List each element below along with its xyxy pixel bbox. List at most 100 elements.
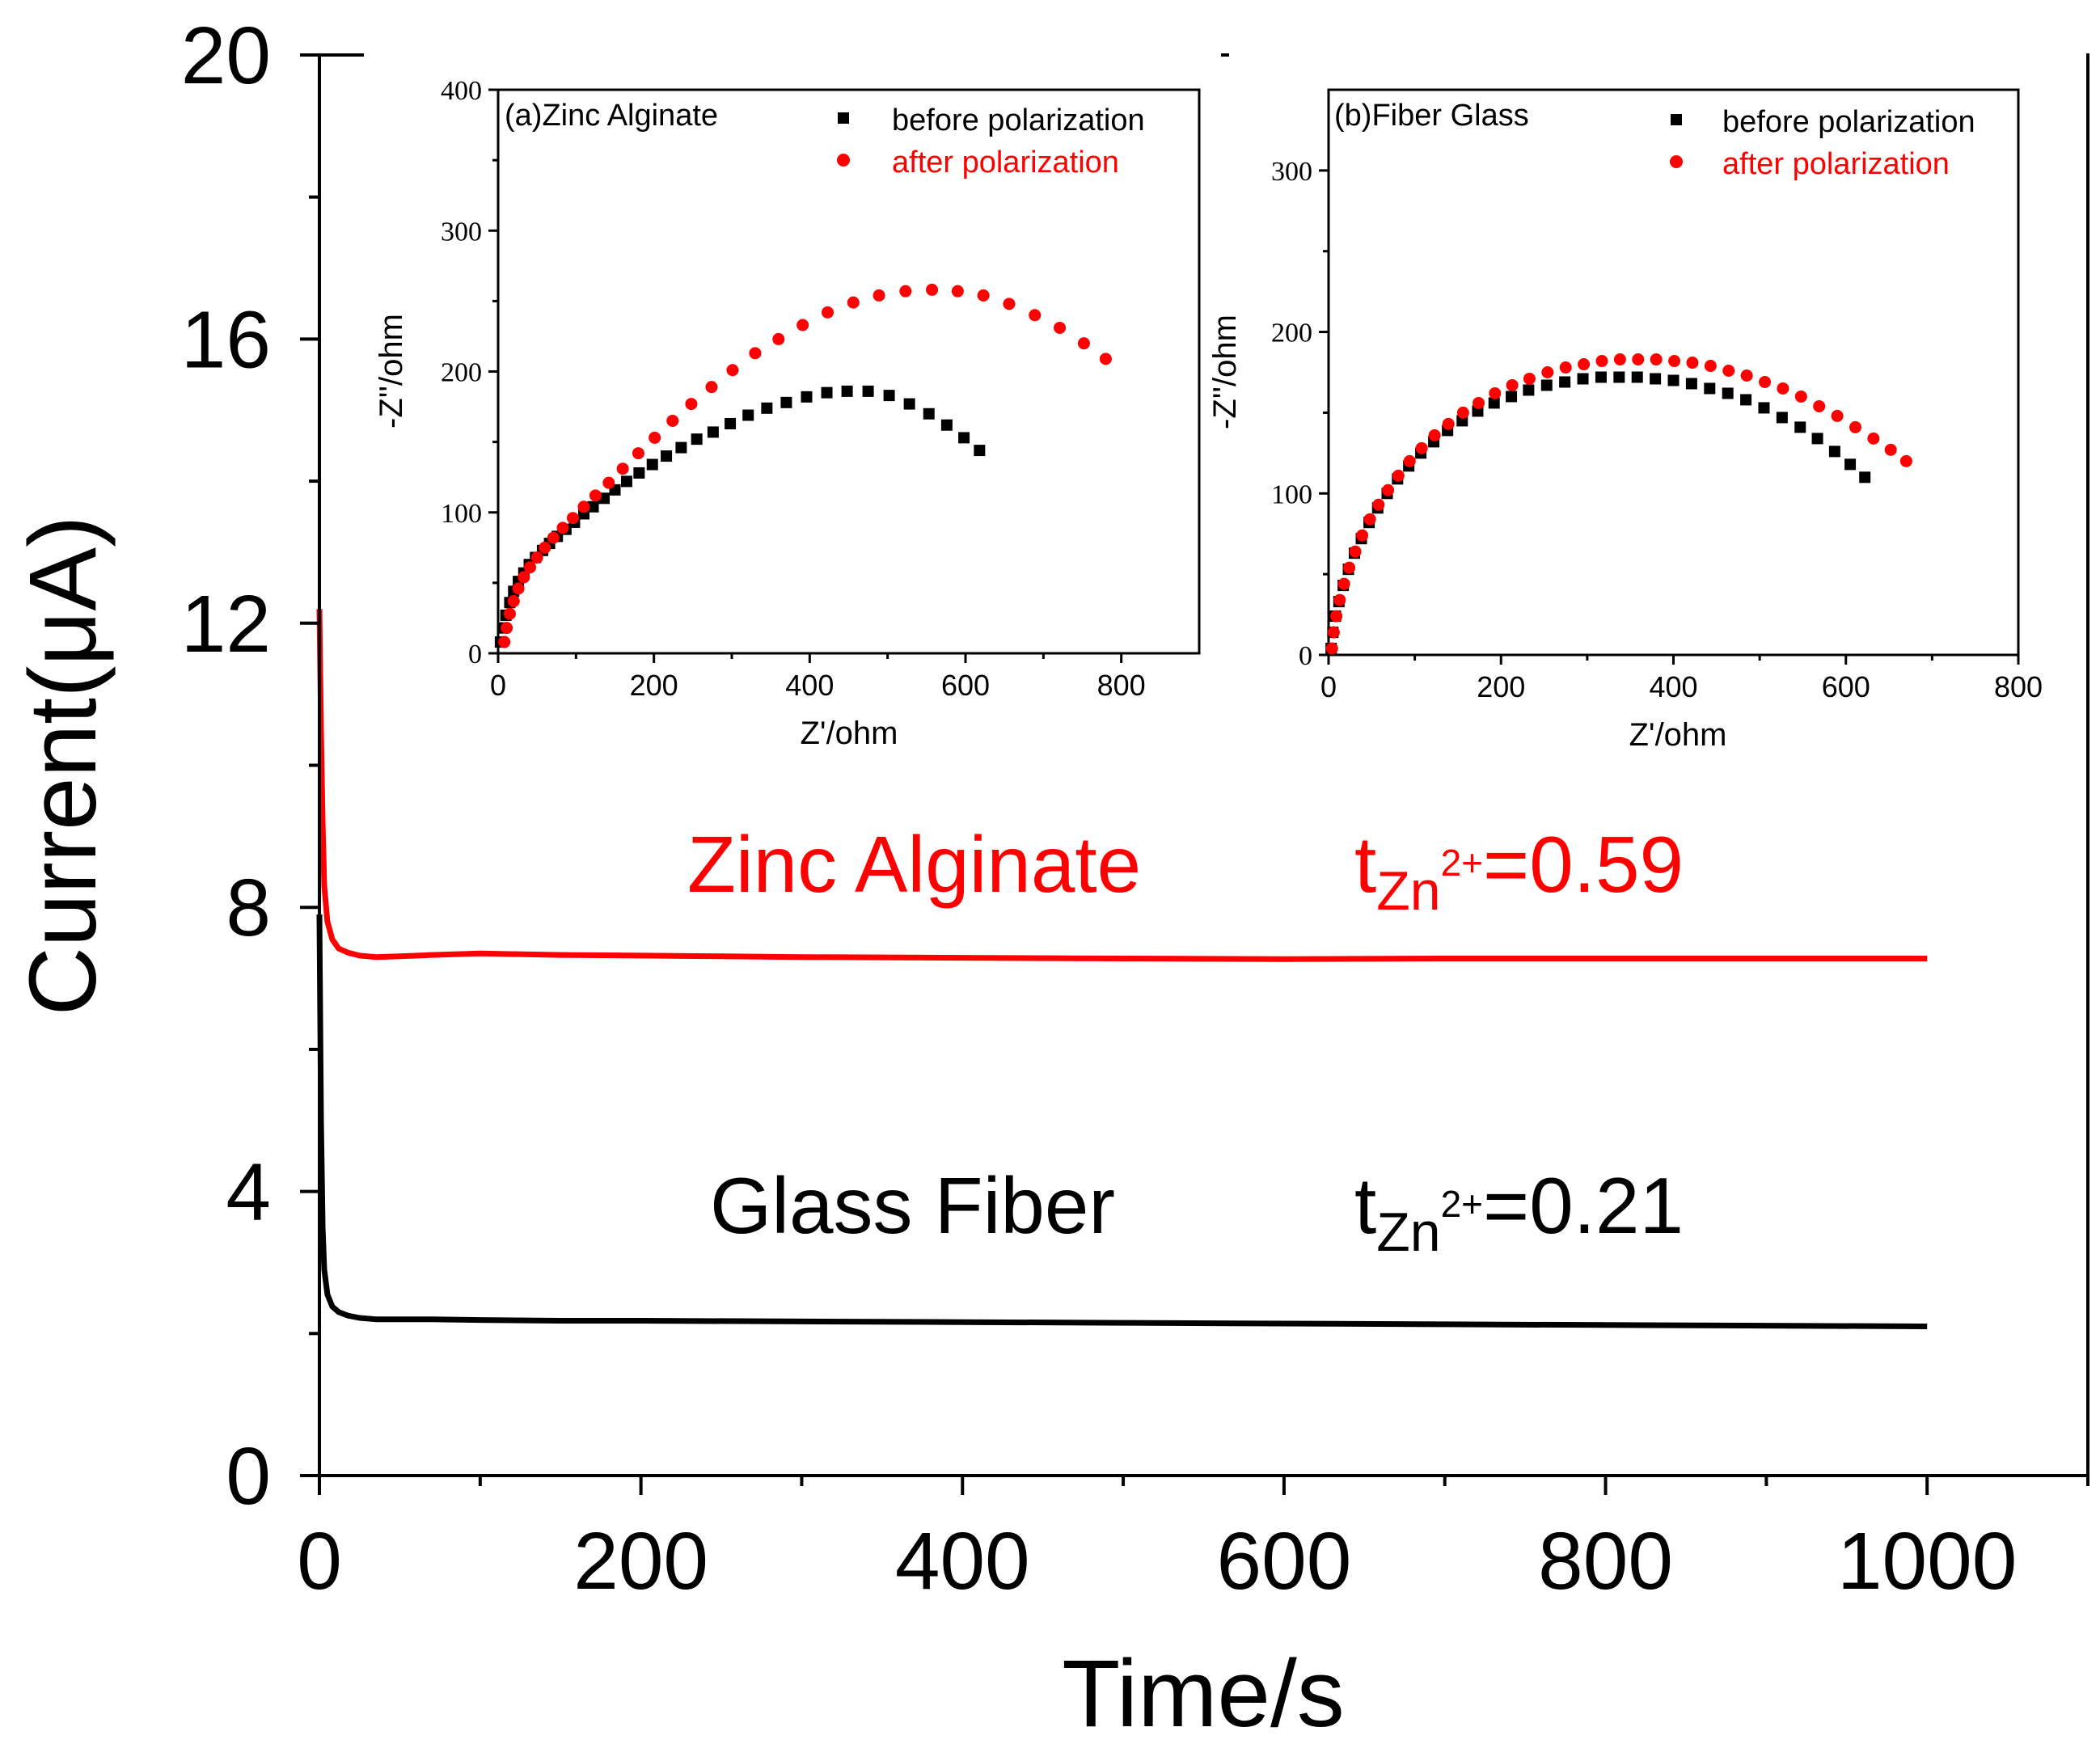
data-point-before-polarization bbox=[1540, 379, 1553, 391]
data-point-after-polarization bbox=[1428, 429, 1441, 441]
inset-y-tick-label: 200 bbox=[1271, 319, 1312, 348]
data-point-after-polarization bbox=[1099, 353, 1112, 365]
main-y-ticks: 0 4 8 12 16 20 bbox=[181, 11, 319, 1522]
data-point-after-polarization bbox=[749, 347, 762, 360]
data-point-before-polarization bbox=[1811, 433, 1823, 445]
series-line-glass-fiber bbox=[316, 914, 1928, 1329]
data-point-before-polarization bbox=[1859, 471, 1871, 484]
data-point-after-polarization bbox=[1330, 610, 1343, 623]
data-point-after-polarization bbox=[899, 285, 912, 298]
inset-y-tick-label: 0 bbox=[468, 640, 482, 669]
inset-y-tick-label: 0 bbox=[1299, 641, 1312, 671]
data-point-after-polarization bbox=[1759, 375, 1772, 388]
data-point-after-polarization bbox=[772, 332, 785, 345]
data-point-before-polarization bbox=[1776, 412, 1788, 424]
data-point-after-polarization bbox=[796, 319, 809, 331]
data-point-before-polarization bbox=[1758, 402, 1770, 414]
data-point-after-polarization bbox=[1003, 298, 1016, 310]
data-point-after-polarization bbox=[685, 398, 698, 411]
data-point-before-polarization bbox=[1650, 373, 1662, 385]
data-point-after-polarization bbox=[523, 561, 536, 574]
data-point-after-polarization bbox=[507, 595, 520, 608]
data-point-after-polarization bbox=[1632, 353, 1645, 366]
inset-y-tick-label: 400 bbox=[441, 76, 482, 106]
t-superscript-charge: 2+ bbox=[1441, 842, 1483, 884]
data-point-after-polarization bbox=[1442, 417, 1455, 430]
data-point-after-polarization bbox=[1867, 432, 1880, 445]
t-symbol: t bbox=[1354, 1161, 1376, 1250]
data-point-after-polarization bbox=[1372, 498, 1385, 511]
data-point-before-polarization bbox=[1844, 458, 1857, 471]
data-point-before-polarization bbox=[691, 433, 703, 446]
data-point-after-polarization bbox=[1343, 561, 1356, 574]
legend-label-after: after polarization bbox=[1722, 147, 1950, 181]
data-point-before-polarization bbox=[1613, 371, 1625, 383]
data-point-after-polarization bbox=[512, 582, 525, 595]
t-value-glass-fiber: =0.21 bbox=[1483, 1161, 1684, 1250]
data-point-after-polarization bbox=[1327, 626, 1340, 639]
data-point-after-polarization bbox=[1899, 454, 1912, 467]
data-point-before-polarization bbox=[587, 500, 599, 513]
inset-x-tick-label: 400 bbox=[785, 669, 834, 702]
inset-y-tick-label: 200 bbox=[441, 358, 482, 388]
main-x-axis-label: Time/s bbox=[1062, 1641, 1345, 1744]
inset-b: 0 200 400 600 800 0 100 200 300 (b)Fiber Glass b… bbox=[1207, 49, 2086, 760]
inset-x-tick-label: 200 bbox=[1477, 670, 1525, 703]
data-point-before-polarization bbox=[883, 390, 895, 402]
data-point-before-polarization bbox=[1722, 387, 1734, 399]
inset-b-panel-label: (b)Fiber Glass bbox=[1334, 99, 1529, 133]
data-point-after-polarization bbox=[1650, 353, 1663, 366]
inset-b-ticks: 0 200 400 600 800 0 100 200 300 bbox=[1271, 157, 2043, 703]
data-point-after-polarization bbox=[577, 500, 590, 513]
data-point-after-polarization bbox=[1029, 309, 1042, 322]
legend-marker-before bbox=[838, 112, 849, 124]
data-point-after-polarization bbox=[666, 414, 679, 427]
data-point-before-polarization bbox=[1828, 446, 1840, 458]
data-point-before-polarization bbox=[862, 385, 874, 397]
data-point-after-polarization bbox=[1456, 406, 1469, 419]
data-point-after-polarization bbox=[498, 636, 511, 648]
data-point-after-polarization bbox=[951, 285, 964, 298]
t-superscript-charge: 2+ bbox=[1441, 1183, 1483, 1225]
data-point-before-polarization bbox=[761, 402, 773, 414]
data-point-after-polarization bbox=[1077, 337, 1090, 350]
x-tick-label: 800 bbox=[1538, 1516, 1673, 1607]
annotation-glass-fiber: Glass Fiber bbox=[710, 1161, 1115, 1250]
inset-a-ticks: 0 200 400 600 800 0 100 200 300 400 bbox=[441, 76, 1146, 702]
data-point-before-polarization bbox=[1685, 378, 1697, 390]
data-point-after-polarization bbox=[503, 607, 516, 620]
data-point-before-polarization bbox=[1523, 384, 1535, 396]
data-point-before-polarization bbox=[620, 475, 632, 488]
data-point-after-polarization bbox=[539, 541, 551, 554]
data-point-before-polarization bbox=[923, 407, 935, 420]
inset-a-y-axis-label: -Z''/ohm bbox=[374, 314, 409, 429]
data-point-after-polarization bbox=[1831, 409, 1844, 422]
data-point-before-polarization bbox=[940, 419, 953, 431]
y-tick-label: 20 bbox=[181, 11, 271, 101]
data-point-before-polarization bbox=[841, 385, 853, 397]
inset-x-tick-label: 400 bbox=[1649, 670, 1697, 703]
annotation-t-zinc-alginate: tZn2+=0.59 bbox=[1354, 820, 1684, 922]
inset-b-points bbox=[1325, 353, 1912, 655]
y-tick-label: 12 bbox=[181, 579, 271, 669]
legend-marker-after bbox=[837, 154, 850, 167]
data-point-after-polarization bbox=[632, 447, 644, 460]
inset-b-x-axis-label: Z'/ohm bbox=[1629, 717, 1727, 753]
data-point-before-polarization bbox=[1577, 373, 1589, 385]
data-point-after-polarization bbox=[1777, 382, 1789, 395]
data-point-before-polarization bbox=[1559, 376, 1571, 388]
data-point-after-polarization bbox=[1473, 396, 1485, 409]
y-tick-label: 4 bbox=[226, 1147, 271, 1238]
inset-y-tick-label: 300 bbox=[441, 217, 482, 247]
inset-y-tick-label: 100 bbox=[1271, 479, 1312, 509]
data-point-after-polarization bbox=[566, 512, 579, 525]
main-series-lines bbox=[316, 609, 1928, 1329]
data-point-before-polarization bbox=[725, 417, 737, 429]
annotation-t-glass-fiber: tZn2+=0.21 bbox=[1354, 1161, 1684, 1263]
legend-marker-after bbox=[1670, 155, 1683, 168]
t-subscript-ion: Zn bbox=[1376, 1201, 1440, 1263]
data-point-after-polarization bbox=[1349, 545, 1362, 558]
data-point-after-polarization bbox=[1668, 355, 1681, 368]
